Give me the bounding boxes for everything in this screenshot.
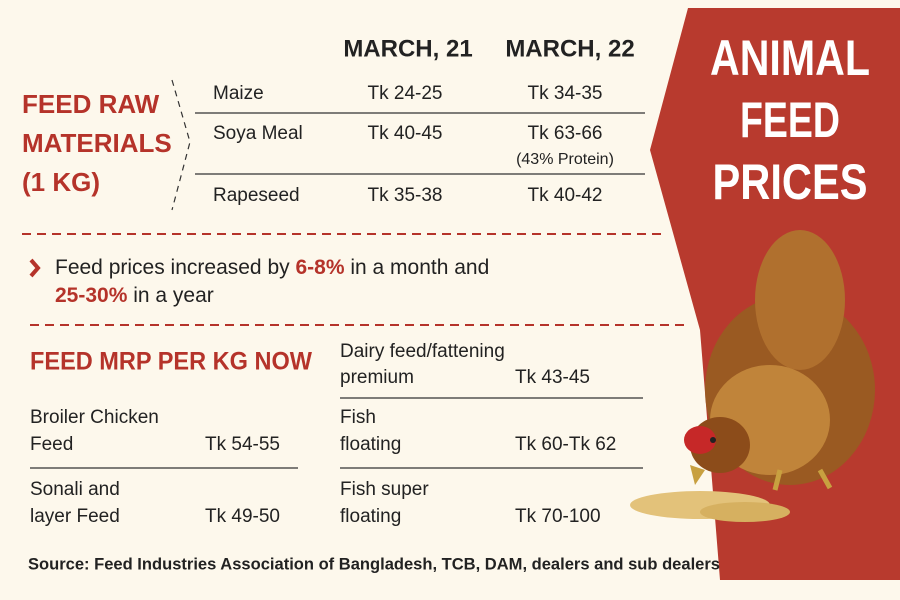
item-price: Tk 49-50 [205,506,280,527]
column-header: MARCH, 21 [343,35,472,62]
item-name: Sonali and [30,479,120,500]
section-heading: MATERIALS [22,128,172,158]
text: in a month and [345,256,490,279]
item-name: Fish [340,407,376,428]
cell: Tk 35-38 [368,185,443,206]
bullet [29,258,41,278]
item-name: Fish super [340,479,429,500]
item-price: Tk 43-45 [515,367,590,388]
hen-illustration [630,230,875,522]
bracket [171,79,191,211]
item-name: Broiler Chicken [30,407,159,428]
section-heading: FEED RAW [22,89,160,119]
column-header: MARCH, 22 [505,35,634,62]
title-line: FEED [740,92,840,148]
row-label: Maize [213,83,264,104]
cell-note: (43% Protein) [516,151,614,168]
item-price: Tk 54-55 [205,434,280,455]
section-heading: (1 KG) [22,167,100,197]
cell: Tk 34-35 [528,83,603,104]
cell: Tk 40-42 [528,185,603,206]
section-heading: FEED MRP PER KG NOW [30,348,312,376]
cell: Tk 24-25 [368,83,443,104]
item-price: Tk 60-Tk 62 [515,434,616,455]
title-line: PRICES [713,154,868,210]
highlight-line: Feed prices increased by 6-8% in a month… [55,256,489,279]
emphasis: 25-30% [55,284,128,307]
row-label: Rapeseed [213,185,300,206]
source: Source: Feed Industries Association of B… [28,554,720,573]
emphasis: 6-8% [295,256,344,279]
highlight-line: 25-30% in a year [55,284,214,307]
item-name: layer Feed [30,506,120,527]
item-name: floating [340,434,401,455]
item-name: Dairy feed/fattening [340,341,505,362]
cell: Tk 63-66 [528,123,603,144]
item-name: Feed [30,434,73,455]
row-label: Soya Meal [213,123,303,144]
item-price: Tk 70-100 [515,506,601,527]
item-name: floating [340,506,401,527]
title-line: ANIMAL [710,30,870,86]
cell: Tk 40-45 [368,123,443,144]
text: in a year [127,284,213,307]
item-name: premium [340,367,414,388]
text: Feed prices increased by [55,256,295,279]
